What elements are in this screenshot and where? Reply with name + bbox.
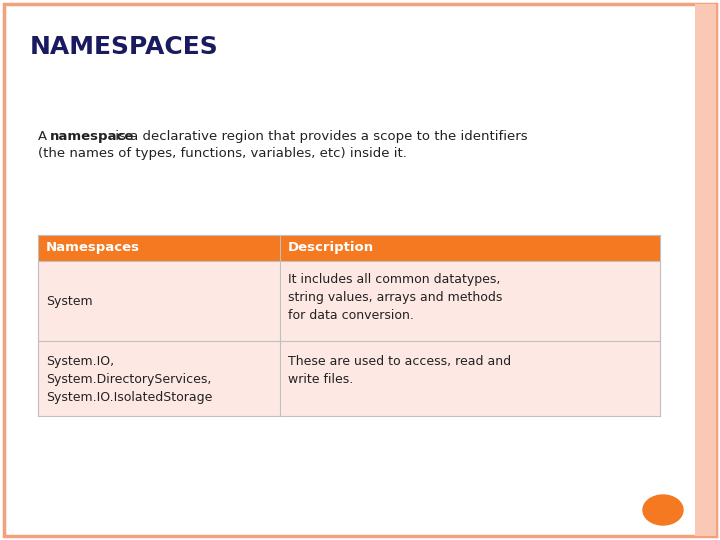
- Circle shape: [643, 495, 683, 525]
- Bar: [38, 341, 660, 416]
- Text: NAMESPACES: NAMESPACES: [30, 35, 219, 59]
- Text: Namespaces: Namespaces: [46, 241, 140, 254]
- Text: System: System: [46, 294, 93, 307]
- Bar: [38, 261, 660, 341]
- Text: is a declarative region that provides a scope to the identifiers: is a declarative region that provides a …: [111, 130, 528, 143]
- Text: A: A: [38, 130, 51, 143]
- Bar: [38, 235, 660, 261]
- Text: namespace: namespace: [50, 130, 135, 143]
- Text: (the names of types, functions, variables, etc) inside it.: (the names of types, functions, variable…: [38, 147, 407, 160]
- Text: Description: Description: [288, 241, 374, 254]
- Text: These are used to access, read and
write files.: These are used to access, read and write…: [288, 355, 511, 386]
- Text: It includes all common datatypes,
string values, arrays and methods
for data con: It includes all common datatypes, string…: [288, 273, 503, 322]
- Text: System.IO,
System.DirectoryServices,
System.IO.IsolatedStorage: System.IO, System.DirectoryServices, Sys…: [46, 355, 212, 404]
- Bar: [695, 4, 716, 536]
